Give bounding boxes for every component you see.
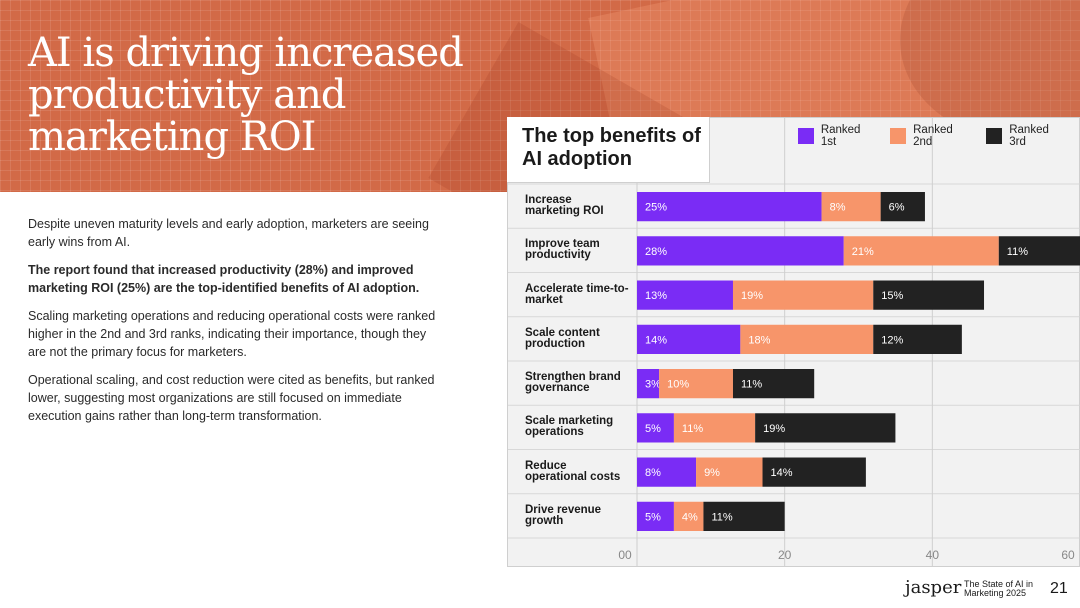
bar-value-label: 13% (645, 290, 667, 302)
bar-segment (696, 457, 763, 487)
bar-value-label: 15% (881, 290, 903, 302)
bar-value-label: 11% (711, 511, 732, 523)
bar-segment (637, 280, 733, 310)
bar-segment (673, 413, 756, 443)
category-label: Scale content production (525, 326, 600, 350)
category-label: Drive revenue growth (525, 503, 602, 527)
category-label: Reduce operational costs (525, 459, 621, 483)
bar-segment (873, 324, 962, 354)
chart-title: The top benefits of AI adoption (507, 117, 710, 183)
paragraph-scaling: Scaling marketing operations and reducin… (28, 309, 436, 359)
bar-value-label: 3% (645, 379, 661, 391)
bar-value-label: 19% (741, 290, 763, 302)
bar-segment (755, 413, 896, 443)
x-tick-label: 40 (926, 548, 940, 562)
bar-value-label: 5% (645, 511, 661, 523)
bar-segment (873, 280, 985, 310)
bar-value-label: 28% (645, 246, 667, 258)
row-label-cell (508, 361, 637, 406)
row-label-cell (508, 449, 637, 494)
bar-segment (673, 501, 704, 531)
legend-label: Ranked 1st (820, 124, 861, 148)
bar-segment (732, 369, 815, 399)
bar-segment (740, 324, 874, 354)
category-label: Improve team productivity (525, 238, 600, 262)
report-name-line2: Marketing 2025 (964, 588, 1027, 598)
bar-value-label: 10% (667, 379, 689, 391)
bar-segment (659, 369, 733, 399)
bar-segment (843, 236, 999, 266)
chart-legend: Ranked 1st Ranked 2nd Ranked 3rd (798, 124, 1080, 148)
bar-value-label: 12% (881, 334, 903, 346)
bar-value-label: 5% (645, 423, 661, 435)
body-text: Despite uneven maturity levels and early… (28, 215, 438, 435)
jasper-logo: jasper (905, 577, 962, 598)
row-label-cell (508, 184, 637, 229)
bar-segment (637, 324, 741, 354)
category-label: Scale marketing operations (525, 415, 614, 439)
bar-segment (732, 280, 874, 310)
bar-value-label: 8% (830, 202, 846, 214)
paragraph-key-finding: The report found that increased producti… (28, 263, 420, 295)
legend-item-ranked-2nd: Ranked 2nd (890, 124, 974, 148)
bar-value-label: 9% (704, 467, 720, 479)
bar-segment (880, 192, 925, 222)
page-title: AI is driving increased productivity and… (28, 30, 464, 160)
bar-segment (637, 236, 844, 266)
bar-segment (703, 501, 785, 531)
legend-label: Ranked 3rd (1009, 124, 1049, 148)
page-number: 21 (1050, 580, 1068, 597)
bar-segment (998, 236, 1080, 266)
report-name-line1: The State of AI in (964, 579, 1034, 589)
row-label-cell (508, 493, 637, 538)
x-tick-label: 00 (618, 548, 632, 562)
bar-segment (637, 457, 697, 487)
legend-label: Ranked 2nd (913, 124, 953, 148)
legend-item-ranked-3rd: Ranked 3rd (986, 124, 1068, 148)
legend-item-ranked-1st: Ranked 1st (798, 124, 878, 148)
legend-swatch-icon (986, 128, 1003, 144)
bar-value-label: 11% (1007, 246, 1028, 258)
bar-value-label: 4% (682, 511, 698, 523)
row-label-cell (508, 228, 637, 273)
bar-segment (762, 457, 866, 487)
category-label: Strengthen brand governance (525, 371, 621, 395)
bar-value-label: 19% (763, 423, 785, 435)
hero-banner (0, 0, 1080, 192)
bar-segment (637, 192, 822, 222)
bar-value-label: 11% (682, 423, 703, 435)
bar-value-label: 25% (645, 202, 667, 214)
bar-value-label: 21% (852, 246, 874, 258)
x-tick-label: 20 (778, 548, 792, 562)
row-label-cell (508, 316, 637, 361)
legend-swatch-icon (890, 128, 907, 144)
bar-segment (637, 413, 674, 443)
bar-segment (637, 369, 660, 399)
bar-value-label: 14% (771, 467, 793, 479)
category-label: Increase marketing ROI (525, 194, 604, 218)
report-name: The State of AI in Marketing 2025 (964, 580, 1044, 598)
bar-value-label: 14% (645, 334, 667, 346)
paragraph-intro: Despite uneven maturity levels and early… (28, 217, 429, 249)
legend-swatch-icon (798, 128, 814, 144)
bar-value-label: 11% (741, 379, 762, 391)
bar-segment (637, 501, 674, 531)
x-tick-label: 60 (1061, 548, 1075, 562)
category-label: Accelerate time-to-market (525, 282, 629, 306)
row-label-cell (508, 405, 637, 450)
paragraph-operational: Operational scaling, and cost reduction … (28, 373, 435, 423)
bar-value-label: 8% (645, 467, 661, 479)
bar-value-label: 18% (748, 334, 770, 346)
bar-segment (821, 192, 881, 222)
bar-value-label: 6% (889, 202, 905, 214)
row-label-cell (508, 272, 637, 317)
